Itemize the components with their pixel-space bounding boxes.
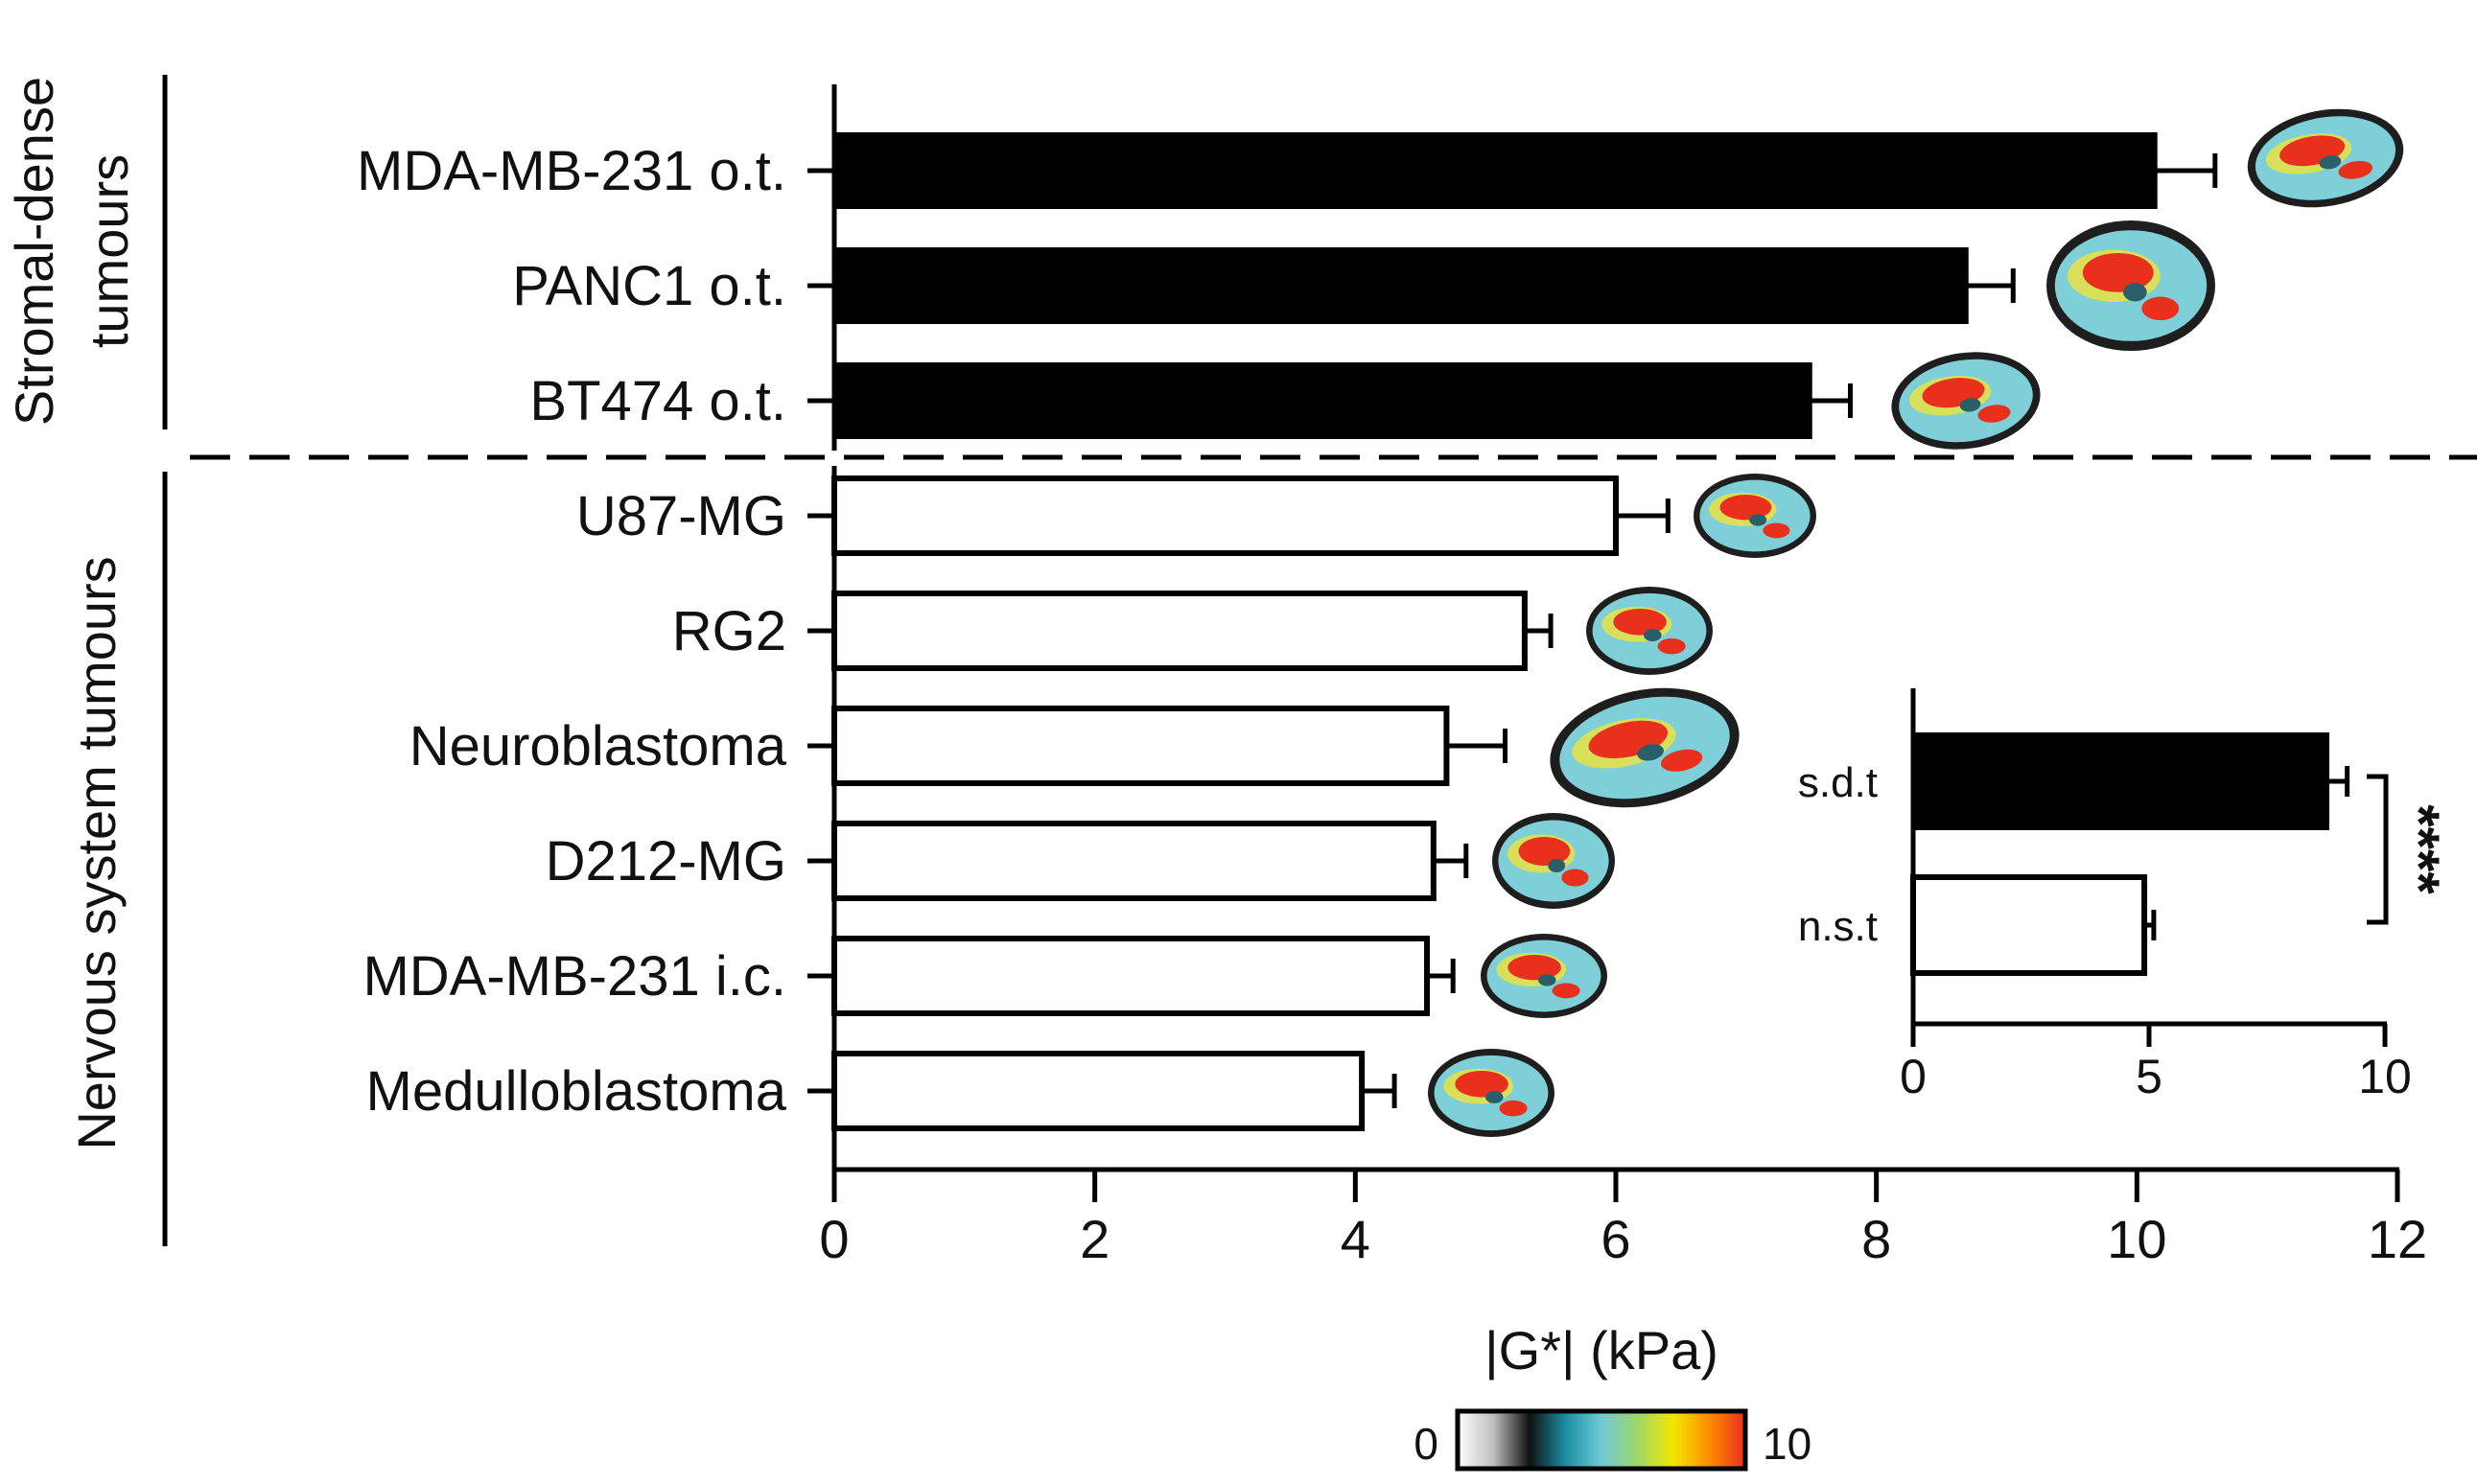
category-label: Neuroblastoma [409, 715, 787, 777]
inset-bar-n-s-t [1910, 874, 2148, 976]
category-label: U87-MG [576, 485, 786, 547]
thumb-soft-spot [1637, 744, 1664, 761]
bar-panc1-o-t [833, 247, 1969, 324]
group-label-stromal-line2: tumours [79, 154, 139, 348]
thumb-stiff-region [2082, 253, 2154, 292]
thumb-stiff-spot [2338, 160, 2373, 179]
inset-plot-area: 0 5 10 s.d.t n.s.t **** [1798, 688, 2451, 1103]
x-tick-label: 2 [1080, 1209, 1110, 1269]
thumb-stiff-region [1455, 1071, 1508, 1098]
category-label: Medulloblastoma [366, 1060, 787, 1123]
inset-category-label: s.d.t [1798, 759, 1878, 806]
bar-neuroblastoma [831, 706, 1450, 786]
elastogram-thumbnail [2046, 220, 2215, 351]
category-label: RG2 [672, 600, 786, 662]
inset-bar-s-d-t [1912, 732, 2329, 830]
thumb-soft-spot [1548, 859, 1566, 872]
elastogram-thumbnail [1586, 587, 1713, 675]
bar-bt474-o-t [833, 362, 1812, 439]
inset-x-tick-label: 10 [2358, 1050, 2412, 1103]
thumb-stiff-spot [1660, 749, 1703, 772]
thumb-soft-spot [2123, 283, 2147, 302]
thumb-soft-spot [1485, 1091, 1504, 1104]
thumb-stiff-region [1518, 837, 1571, 866]
x-tick-label: 8 [1861, 1209, 1891, 1269]
inset-category-label: n.s.t [1798, 903, 1878, 950]
thumb-stiff-region [1613, 609, 1667, 636]
thumb-stiff-spot [1657, 638, 1686, 655]
thumb-soft-spot [2319, 155, 2342, 170]
bar-mda-mb-231-i-c [831, 936, 1431, 1016]
elastogram-thumbnail [1891, 352, 2041, 450]
bar-u87-mg [831, 475, 1619, 556]
x-tick-label: 4 [1341, 1209, 1370, 1269]
thumb-stiff-spot [1977, 405, 2011, 423]
thumb-stiff-spot [1561, 869, 1589, 887]
thumb-stiff-spot [2141, 296, 2180, 321]
colorbar-min-label: 0 [1414, 1419, 1438, 1469]
elastogram-thumbnail [1694, 474, 1816, 558]
x-tick-label: 10 [2107, 1209, 2166, 1269]
group-label-nervous: Nervous system tumours [66, 556, 127, 1149]
bar-medulloblastoma [831, 1051, 1366, 1131]
x-tick-label: 6 [1601, 1209, 1630, 1269]
thumb-soft-spot [1959, 398, 1981, 412]
elastogram-thumbnail [2247, 108, 2404, 208]
bar-mda-mb-231-o-t [833, 132, 2158, 209]
inset-x-tick-label: 5 [2136, 1050, 2162, 1103]
thumb-stiff-spot [1499, 1100, 1528, 1117]
x-axis-label: |G*| (kPa) [1484, 1320, 1718, 1380]
thumb-stiff-region [1719, 495, 1772, 521]
thumb-soft-spot [1538, 974, 1556, 986]
bar-rg2 [831, 591, 1528, 671]
category-label: D212-MG [546, 830, 786, 893]
thumb-stiff-spot [1763, 522, 1790, 539]
thumb-soft-spot [1644, 629, 1662, 642]
group-label-stromal-line1: Stromal-dense [4, 77, 64, 426]
category-label: BT474 o.t. [529, 370, 786, 432]
category-label: MDA-MB-231 o.t. [357, 140, 786, 202]
significance-bracket [2367, 774, 2389, 925]
category-label: PANC1 o.t. [512, 255, 786, 317]
elastogram-thumbnails [1428, 108, 2404, 1137]
bar-d212-mg [831, 821, 1437, 901]
colorbar [1455, 1408, 1748, 1472]
category-label: MDA-MB-231 i.c. [362, 945, 786, 1008]
thumb-soft-spot [1749, 514, 1767, 526]
inset-x-tick-label: 0 [1900, 1050, 1927, 1103]
colorbar-max-label: 10 [1763, 1419, 1811, 1469]
thumb-stiff-region [1507, 955, 1561, 981]
significance-label: **** [2387, 804, 2451, 894]
main-plot-area: 0 2 4 6 8 10 12 MDA-MB-231 o.t. PANC1 o.t. BT474 … [357, 84, 2427, 1269]
elastogram-thumbnail [1428, 1049, 1554, 1137]
elastogram-thumbnail [1492, 813, 1615, 909]
elastogram-thumbnail [1481, 934, 1607, 1018]
elastogram-thumbnail [1550, 687, 1740, 808]
x-tick-label: 12 [2368, 1209, 2427, 1269]
thumb-stiff-spot [1552, 983, 1580, 999]
x-tick-label: 0 [819, 1209, 849, 1269]
